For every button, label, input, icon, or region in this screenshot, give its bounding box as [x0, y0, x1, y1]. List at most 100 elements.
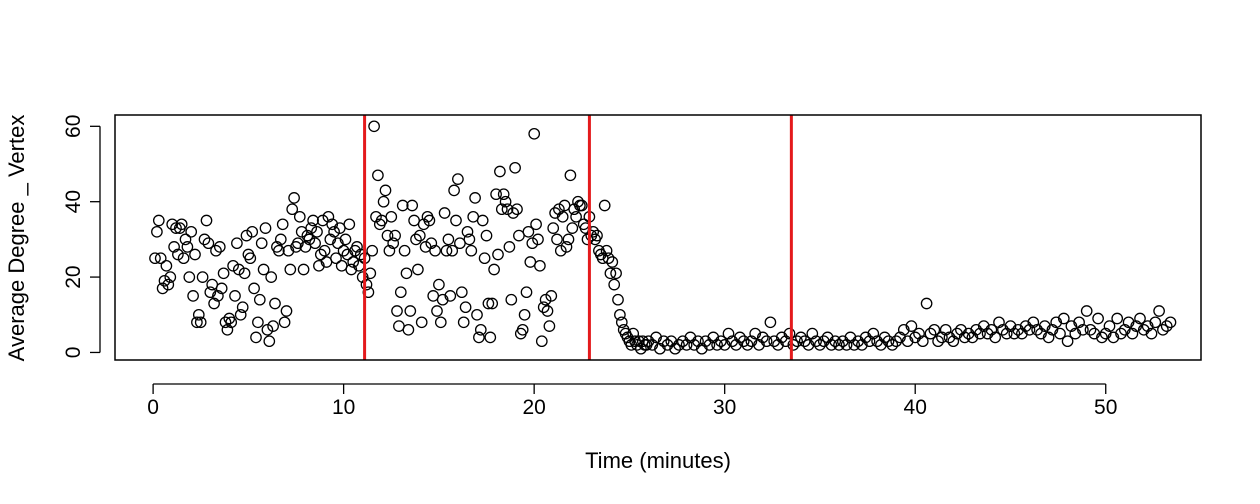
data-point [423, 214, 436, 227]
data-point [547, 222, 560, 234]
data-point [394, 286, 407, 299]
data-point [1088, 327, 1101, 340]
data-point [775, 331, 788, 344]
data-point [669, 342, 681, 355]
data-point [152, 214, 165, 227]
data-point [699, 335, 712, 348]
data-point [326, 218, 339, 231]
data-point [339, 233, 352, 246]
data-point [391, 305, 403, 317]
data-point [1126, 327, 1139, 340]
data-point [1065, 320, 1078, 332]
data-point [764, 316, 777, 329]
data-point [1046, 323, 1059, 336]
data-point [168, 241, 180, 253]
data-point [433, 278, 445, 291]
y-tick-label: 40 [62, 190, 85, 213]
data-point [556, 210, 569, 223]
data-point [170, 222, 182, 234]
data-point [1073, 316, 1085, 329]
data-point [955, 323, 967, 336]
data-point [1027, 316, 1040, 329]
data-point [164, 271, 177, 283]
data-point [562, 233, 575, 246]
data-point [463, 233, 476, 246]
data-point [817, 335, 830, 348]
y-axis: 0 20 40 60 [62, 115, 101, 358]
data-point [196, 271, 209, 283]
data-point [471, 308, 483, 321]
data-point [473, 331, 485, 344]
data-point [635, 342, 647, 355]
data-point [863, 335, 876, 348]
data-point [646, 339, 659, 351]
data-point [1107, 331, 1120, 344]
data-point [187, 290, 199, 302]
data-point [916, 335, 929, 348]
data-point [1111, 312, 1124, 325]
data-point [383, 244, 396, 257]
data-point [878, 331, 891, 344]
data-point [200, 214, 213, 227]
data-point [541, 305, 554, 317]
data-point [381, 229, 394, 242]
data-point [434, 316, 447, 329]
data-point [943, 331, 956, 344]
data-point [985, 323, 998, 336]
data-point [1160, 320, 1173, 332]
data-point [494, 165, 506, 178]
data-point [615, 316, 628, 329]
data-point [575, 199, 588, 212]
data-point [1130, 320, 1143, 332]
data-point [240, 229, 253, 242]
data-point [856, 339, 868, 351]
data-point [497, 188, 510, 201]
data-point [162, 278, 175, 291]
data-point [951, 327, 963, 340]
data-point [328, 225, 340, 238]
data-point [212, 290, 224, 302]
data-point [257, 263, 270, 276]
data-point [1035, 327, 1047, 340]
data-point [185, 225, 198, 238]
data-point [692, 335, 704, 348]
data-point [549, 207, 561, 219]
data-point [730, 339, 742, 351]
data-point [1164, 316, 1177, 329]
data-point [890, 335, 903, 348]
data-point [657, 335, 670, 348]
data-point [688, 339, 701, 351]
data-point [450, 214, 462, 227]
data-point [974, 327, 986, 340]
data-point [1004, 320, 1017, 332]
data-point [229, 290, 241, 302]
data-point [385, 210, 398, 223]
data-point [417, 218, 430, 231]
x-tick-label: 10 [332, 396, 355, 419]
data-point [322, 210, 335, 223]
data-point [459, 301, 472, 314]
data-point [1008, 327, 1021, 340]
data-point [852, 335, 864, 348]
data-point [438, 207, 451, 219]
data-point [345, 263, 358, 276]
data-point [1145, 327, 1158, 340]
data-point [280, 305, 293, 317]
data-point [457, 316, 470, 329]
data-point [1012, 323, 1024, 336]
data-point [410, 233, 422, 246]
data-point [848, 339, 861, 351]
data-point [537, 301, 550, 314]
data-point [695, 342, 708, 355]
data-point [175, 218, 188, 231]
data-point [783, 327, 796, 340]
data-point [520, 286, 533, 299]
x-axis: 0 10 20 30 40 50 [147, 383, 1117, 419]
data-point [711, 339, 723, 351]
data-point [208, 297, 220, 310]
data-point [958, 331, 971, 344]
data-point [307, 214, 319, 227]
data-point [276, 218, 289, 231]
data-point [554, 244, 567, 257]
data-point [665, 335, 678, 348]
